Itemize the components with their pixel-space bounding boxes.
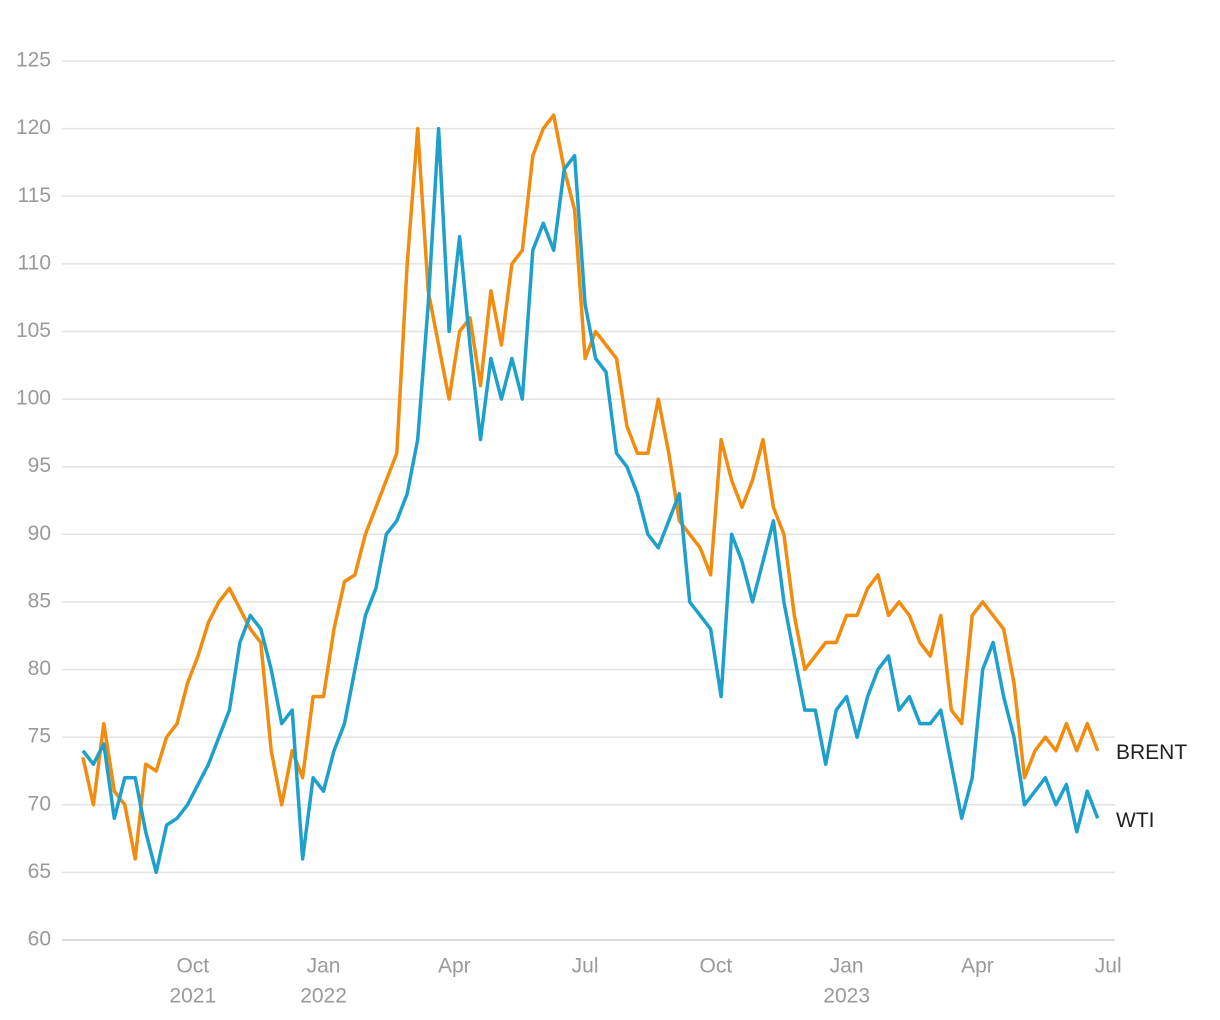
x-tick-label: Jul	[572, 955, 599, 978]
y-tick-label: 65	[28, 860, 51, 883]
y-tick-label: 120	[16, 116, 51, 139]
y-tick-label: 70	[28, 792, 51, 815]
y-tick-label: 110	[18, 251, 51, 274]
x-tick-label: Jul	[1095, 955, 1122, 978]
x-tick-label: Apr	[961, 955, 994, 978]
x-tick-label: Oct	[176, 955, 209, 978]
y-tick-label: 100	[16, 387, 51, 410]
series-line	[81, 113, 1100, 861]
x-tick-year: 2021	[169, 985, 216, 1008]
x-tick-label: Apr	[438, 955, 471, 978]
y-tick-label: 90	[28, 522, 51, 545]
series-label: WTI	[1116, 809, 1154, 832]
x-tick-year: 2023	[823, 985, 870, 1008]
x-tick-label: Jan	[307, 955, 341, 978]
y-tick-label: 105	[16, 319, 51, 342]
y-tick-label: 60	[28, 928, 51, 951]
y-tick-label: 95	[28, 454, 51, 477]
y-tick-label: 75	[28, 725, 51, 748]
series-line	[81, 126, 1100, 875]
x-tick-year: 2022	[300, 985, 347, 1008]
x-tick-label: Jan	[830, 955, 864, 978]
y-tick-label: 80	[28, 657, 51, 680]
x-tick-label: Oct	[700, 955, 733, 978]
y-tick-label: 85	[28, 589, 51, 612]
series-label: BRENT	[1116, 741, 1187, 764]
y-tick-label: 125	[16, 49, 51, 72]
y-tick-label: 115	[18, 184, 51, 207]
